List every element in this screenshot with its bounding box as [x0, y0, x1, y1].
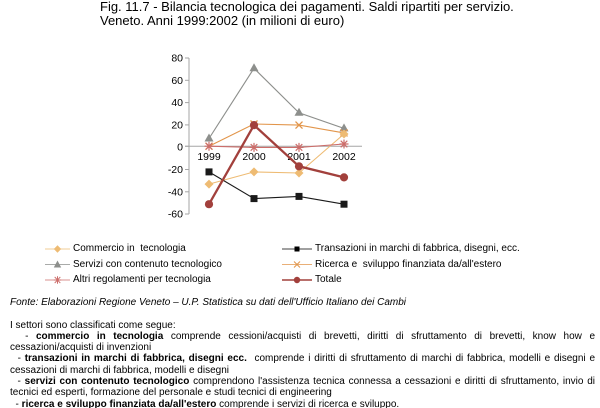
svg-text:20: 20	[171, 119, 183, 131]
svg-text:40: 40	[171, 97, 183, 109]
svg-text:2000: 2000	[242, 151, 266, 163]
svg-text:-40: -40	[168, 186, 183, 198]
svg-text:1999: 1999	[197, 151, 221, 163]
svg-text:2001: 2001	[287, 151, 311, 163]
svg-text:60: 60	[171, 75, 183, 87]
svg-text:0: 0	[177, 142, 183, 154]
svg-text:80: 80	[171, 53, 183, 65]
svg-text:2002: 2002	[332, 151, 356, 163]
svg-text:-60: -60	[168, 209, 183, 221]
svg-text:-20: -20	[168, 164, 183, 176]
